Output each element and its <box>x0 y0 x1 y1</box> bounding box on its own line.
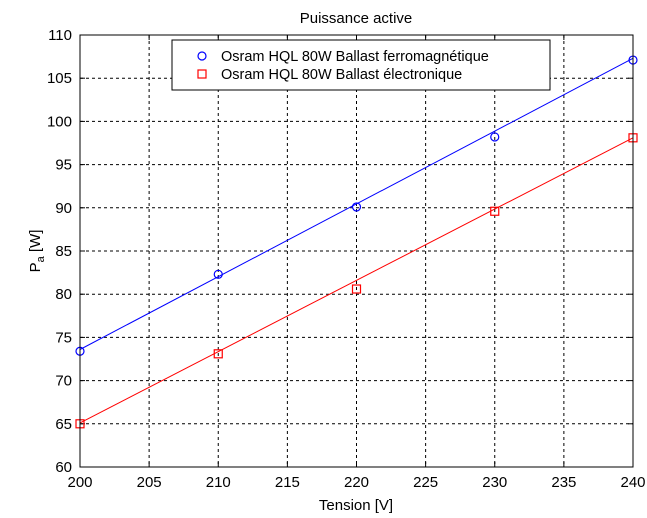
y-axis-label-main: P <box>27 262 44 272</box>
legend-label-ferromagnetique: Osram HQL 80W Ballast ferromagnétique <box>221 49 489 65</box>
y-tick-label: 80 <box>55 286 72 303</box>
x-tick-label: 210 <box>206 474 231 491</box>
y-tick-label: 100 <box>47 113 72 130</box>
data-point-circle <box>351 202 362 212</box>
x-tick-label: 215 <box>275 474 300 491</box>
grid <box>80 35 633 467</box>
plot-frame <box>79 34 634 468</box>
x-tick-label: 225 <box>413 474 438 491</box>
fit-line-series-1 <box>79 137 634 424</box>
series-layer <box>75 55 638 429</box>
chart-title: Puissance active <box>300 10 413 27</box>
y-tick-label: 110 <box>48 27 72 44</box>
tick-labels: 200 205 210 215 220 225 230 235 240 60 65 70 75 80 85 9… <box>47 27 646 491</box>
x-tick-label: 220 <box>344 474 369 491</box>
data-point-circle <box>213 269 223 279</box>
x-tick-label: 230 <box>482 474 507 491</box>
y-tick-label: 75 <box>55 329 72 346</box>
y-axis-label-sub: a <box>35 255 47 262</box>
y-tick-label: 65 <box>55 416 72 433</box>
y-tick-label: 60 <box>55 459 72 476</box>
y-tick-label: 105 <box>47 70 72 87</box>
y-tick-label: 70 <box>55 373 72 390</box>
data-point-circle <box>490 132 500 142</box>
fit-line-series-0 <box>79 57 634 350</box>
legend: Osram HQL 80W Ballast ferromagnétique Os… <box>171 39 551 91</box>
legend-marker-circle <box>197 51 207 61</box>
y-tick-label: 85 <box>55 243 72 260</box>
y-axis-label: Pa [W] <box>27 230 47 273</box>
y-tick-label: 95 <box>55 157 72 174</box>
y-tick-label: 90 <box>55 200 72 217</box>
legend-marker-square <box>197 69 207 79</box>
x-tick-label: 200 <box>67 474 92 491</box>
x-tick-label: 205 <box>137 474 162 491</box>
x-axis-label: Tension [V] <box>319 497 393 514</box>
legend-label-electronique: Osram HQL 80W Ballast électronique <box>221 67 462 83</box>
x-tick-label: 235 <box>551 474 576 491</box>
data-point-square <box>351 284 362 294</box>
legend-box <box>171 39 551 91</box>
data-point-square <box>490 206 500 216</box>
x-tick-label: 240 <box>620 474 645 491</box>
data-point-square <box>213 349 223 359</box>
y-axis-label-unit: [W] <box>27 230 44 257</box>
